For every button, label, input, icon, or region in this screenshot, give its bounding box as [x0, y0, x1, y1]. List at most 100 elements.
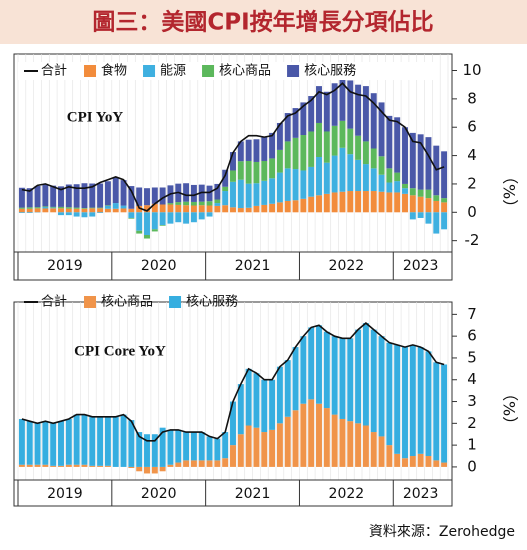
y-tick-label: 10: [462, 61, 481, 79]
bar-segment: [89, 416, 96, 466]
bar-segment: [190, 184, 197, 202]
bar-segment: [409, 188, 416, 196]
bar-segment: [441, 212, 448, 230]
bar-segment: [245, 368, 252, 426]
bar-segment: [417, 134, 424, 190]
bar-segment: [58, 212, 64, 216]
bar-segment: [331, 192, 338, 213]
bar-segment: [50, 208, 57, 213]
bar-segment: [26, 208, 33, 213]
bar-segment: [128, 217, 135, 219]
bar-segment: [50, 465, 57, 467]
y-tick-label: 5: [467, 348, 477, 366]
y-tick-label: 2: [467, 414, 477, 432]
bar-segment: [245, 183, 252, 208]
bar-segment: [316, 157, 322, 196]
bar-segment: [175, 204, 182, 213]
bar-segment: [300, 198, 307, 213]
bar-segment: [183, 205, 190, 213]
bar-segment: [26, 207, 33, 209]
bar-segment: [253, 183, 260, 206]
bar-segment: [151, 212, 158, 230]
bar-segment: [347, 80, 354, 129]
bar-segment: [409, 212, 416, 220]
bar-segment: [214, 460, 221, 467]
y-tick-label: 3: [467, 392, 477, 410]
legend-label: 核心商品: [219, 64, 271, 79]
bar-segment: [42, 184, 49, 207]
bar-segment: [128, 208, 135, 213]
bar-segment: [237, 208, 244, 213]
bar-segment: [276, 366, 283, 424]
bar-segment: [97, 183, 104, 208]
bar-segment: [316, 86, 322, 123]
legend-box: [18, 62, 438, 80]
bar-segment: [81, 212, 88, 218]
y-tick-label: 4: [467, 370, 477, 388]
bar-segment: [159, 212, 166, 226]
bar-segment: [339, 418, 346, 467]
bar-segment: [73, 208, 80, 213]
bar-segment: [441, 462, 448, 467]
bar-segment: [347, 421, 354, 467]
x-tick-label: 2019: [47, 486, 83, 502]
bar-segment: [386, 168, 393, 183]
legend-swatch: [169, 296, 182, 308]
legend-swatch: [143, 65, 156, 77]
bar-segment: [183, 460, 190, 467]
bar-segment: [394, 192, 401, 213]
bar-segment: [355, 329, 362, 424]
bar-segment: [104, 208, 111, 213]
bar-segment: [292, 108, 299, 138]
bar-segment: [190, 205, 197, 213]
bar-segment: [144, 205, 150, 213]
bar-segment: [230, 170, 236, 182]
bar-segment: [65, 212, 72, 216]
bar-segment: [42, 421, 49, 465]
bar-segment: [58, 465, 64, 467]
bar-segment: [284, 200, 291, 213]
bar-segment: [269, 429, 276, 467]
bar-segment: [34, 207, 41, 209]
x-tick-label: 2020: [141, 486, 177, 502]
legend-label: 食物: [101, 63, 127, 79]
bar-segment: [292, 169, 299, 201]
bar-segment: [50, 207, 57, 209]
bar-segment: [347, 191, 354, 213]
bar-segment: [42, 206, 49, 208]
bar-segment: [370, 93, 377, 149]
bar-segment: [237, 161, 244, 180]
bar-segment: [425, 456, 432, 467]
bar-segment: [409, 344, 416, 457]
bar-segment: [276, 202, 283, 213]
bar-segment: [175, 202, 182, 205]
bar-segment: [18, 418, 25, 465]
bar-segment: [292, 347, 299, 411]
bar-segment: [198, 205, 205, 213]
bar-segment: [97, 208, 104, 213]
bar-segment: [136, 230, 143, 234]
legend-swatch: [287, 65, 300, 77]
bar-segment: [292, 200, 299, 213]
bar-segment: [198, 201, 205, 206]
bar-segment: [50, 206, 57, 208]
bar-segment: [206, 460, 213, 467]
bar-segment: [65, 208, 72, 213]
y-axis-label: （%）: [500, 168, 519, 215]
bar-segment: [58, 186, 64, 207]
bar-segment: [253, 373, 260, 428]
bar-segment: [339, 338, 346, 419]
bar-segment: [120, 208, 127, 213]
bar-segment: [386, 192, 393, 213]
bar-segment: [65, 207, 72, 209]
bar-segment: [425, 137, 432, 190]
bar-segment: [292, 410, 299, 467]
bar-segment: [402, 347, 408, 459]
bar-segment: [222, 191, 229, 206]
bar-segment: [253, 205, 260, 213]
bar-segment: [394, 344, 401, 454]
x-tick-label: 2020: [141, 258, 177, 274]
bar-segment: [276, 149, 283, 173]
y-tick-label: 1: [467, 436, 477, 454]
bar-segment: [378, 191, 385, 213]
